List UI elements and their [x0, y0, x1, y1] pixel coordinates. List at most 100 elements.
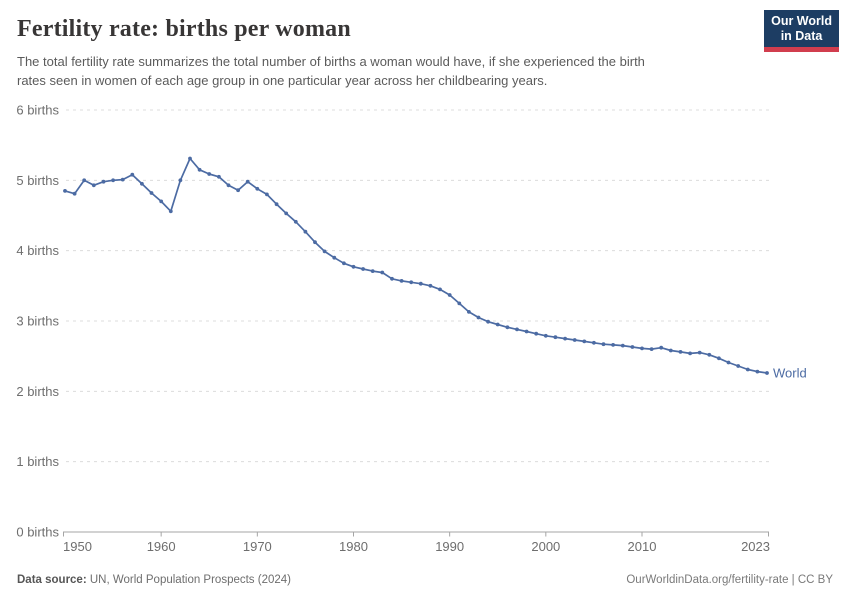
world-series-point: [534, 331, 539, 336]
world-series-point: [380, 270, 385, 275]
world-series-point: [755, 369, 760, 374]
y-tick-label: 4 births: [16, 243, 59, 258]
world-series-point: [572, 338, 577, 342]
world-series-point: [553, 335, 558, 340]
y-tick-label: 2 births: [16, 384, 59, 399]
x-tick-label: 2010: [628, 539, 657, 554]
world-series-point: [582, 339, 587, 344]
world-series-point: [726, 360, 731, 365]
world-series-point: [438, 287, 442, 292]
credit-link[interactable]: OurWorldinData.org/fertility-rate | CC B…: [626, 574, 833, 586]
world-series-point: [72, 191, 77, 196]
world-series-point: [159, 199, 164, 204]
y-tick-label: 1 births: [16, 454, 59, 469]
world-series-point: [293, 219, 298, 224]
owid-logo[interactable]: Our World in Data: [764, 10, 839, 52]
world-series-point: [428, 283, 433, 288]
x-tick-label: 1950: [63, 539, 92, 554]
world-series-point: [63, 189, 67, 193]
world-series-point: [745, 367, 750, 372]
world-series-point: [524, 329, 529, 334]
y-tick-label: 6 births: [16, 103, 59, 118]
world-series-point: [322, 249, 327, 254]
world-series-point: [515, 327, 519, 332]
world-series-point: [111, 178, 115, 183]
world-series-point: [765, 371, 769, 375]
world-series-point: [370, 269, 375, 273]
world-series-point: [486, 319, 490, 324]
data-source-note: Data source: UN, World Population Prospe…: [17, 574, 291, 586]
owid-logo-line1: Our World: [771, 14, 832, 28]
world-series-point: [592, 340, 596, 345]
world-series-point: [563, 336, 567, 341]
world-series-point: [399, 279, 404, 283]
world-series-point: [101, 179, 106, 184]
x-tick-label: 1960: [147, 539, 176, 554]
world-series-point: [178, 178, 183, 183]
page-title: Fertility rate: births per woman: [17, 16, 351, 42]
data-source-value: UN, World Population Prospects (2024): [86, 574, 291, 586]
world-series-point: [332, 255, 337, 260]
world-series-point: [659, 345, 664, 350]
world-series-point: [168, 209, 173, 214]
world-series-point: [630, 345, 635, 349]
y-tick-label: 5 births: [16, 173, 59, 188]
x-tick-label: 1990: [435, 539, 464, 554]
world-series-point: [140, 181, 144, 186]
y-tick-label: 0 births: [16, 525, 59, 540]
world-series-point: [457, 301, 462, 306]
world-series-point: [265, 192, 269, 197]
subtitle-line-1: The total fertility rate summarizes the …: [17, 54, 645, 69]
world-series-point: [342, 261, 346, 266]
world-series-point: [467, 310, 471, 314]
world-series-point: [640, 346, 644, 351]
data-source-label: Data source:: [17, 574, 87, 586]
world-series-line: [64, 157, 768, 374]
world-series-point: [611, 343, 615, 347]
world-series-point: [620, 343, 625, 348]
world-series-point: [543, 333, 548, 338]
world-series-point: [313, 240, 317, 245]
x-tick-label: 1980: [339, 539, 368, 554]
world-series-point: [678, 350, 683, 354]
world-series-point: [207, 172, 212, 176]
world-series-point: [303, 229, 308, 234]
world-series-point: [361, 267, 365, 271]
world-series-point: [668, 348, 673, 353]
subtitle-line-2: rates seen in women of each age group in…: [17, 73, 548, 88]
y-tick-label: 3 births: [16, 314, 59, 329]
world-series-point: [476, 315, 481, 320]
world-series-point: [255, 186, 260, 191]
world-series-point: [236, 188, 241, 193]
world-series-point: [601, 342, 606, 347]
world-series-point: [188, 156, 192, 161]
world-series-point: [149, 191, 154, 195]
world-series-point: [707, 352, 712, 357]
world-series-point: [245, 179, 250, 184]
world-series-point: [91, 183, 96, 188]
world-series-point: [130, 172, 135, 177]
world-series-label: World: [773, 366, 807, 381]
chart-header: Fertility rate: births per woman The tot…: [17, 14, 747, 90]
world-series-point: [217, 174, 221, 179]
x-tick-label: 1970: [243, 539, 272, 554]
world-series-point: [697, 350, 702, 355]
world-series-point: [736, 364, 741, 368]
world-series-point: [649, 347, 654, 351]
world-series-point: [447, 293, 452, 297]
owid-logo-line2: in Data: [780, 29, 823, 43]
world-series-point: [505, 325, 510, 330]
world-series-point: [82, 178, 87, 183]
world-series-point: [688, 351, 692, 356]
world-series-point: [197, 167, 202, 172]
world-series-point: [495, 322, 500, 327]
x-tick-label: 2000: [531, 539, 560, 554]
world-series-point: [120, 177, 125, 182]
world-series-point: [717, 356, 721, 361]
world-series-point: [351, 264, 356, 269]
world-series-point: [409, 280, 414, 285]
chart-subtitle: The total fertility rate summarizes the …: [17, 52, 747, 90]
world-series-point: [226, 183, 231, 188]
